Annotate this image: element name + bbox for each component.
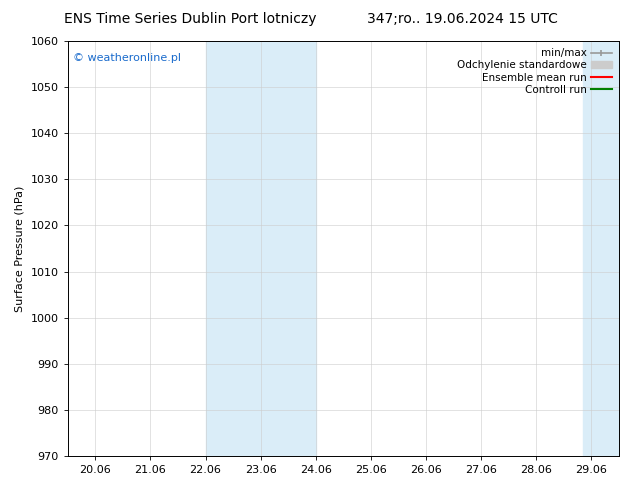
Y-axis label: Surface Pressure (hPa): Surface Pressure (hPa) [15,185,25,312]
Text: 347;ro.. 19.06.2024 15 UTC: 347;ro.. 19.06.2024 15 UTC [367,12,559,26]
Bar [583,41,619,456]
Text: © weatheronline.pl: © weatheronline.pl [73,53,181,64]
Legend: min/max, Odchylenie standardowe, Ensemble mean run, Controll run: min/max, Odchylenie standardowe, Ensembl… [455,46,614,97]
Text: ENS Time Series Dublin Port lotniczy: ENS Time Series Dublin Port lotniczy [64,12,316,26]
Bar [205,41,316,456]
